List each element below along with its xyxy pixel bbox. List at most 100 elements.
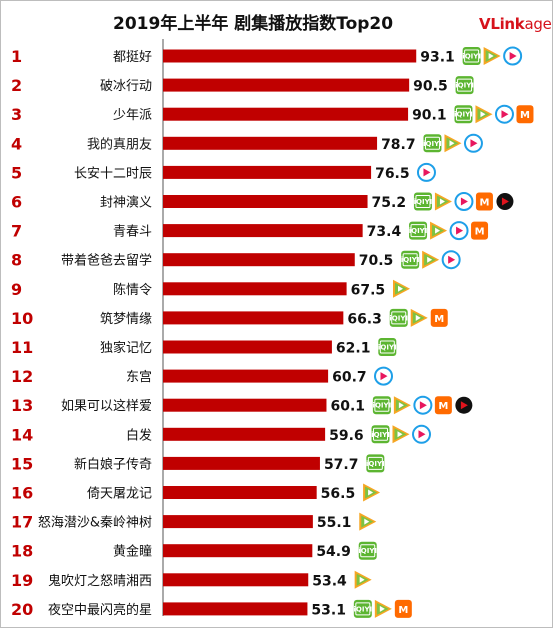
svg-text:iQIYI: iQIYI bbox=[409, 227, 428, 235]
rank-number: 19 bbox=[11, 571, 33, 590]
mango-tv-icon: M bbox=[394, 599, 412, 618]
svg-text:iQIYI: iQIYI bbox=[401, 256, 420, 264]
value-label: 90.5 bbox=[413, 79, 448, 95]
tencent-video-play-icon bbox=[430, 221, 448, 240]
iqiyi-logo-icon: iQIYI bbox=[366, 454, 385, 473]
iqiyi-logo-icon: iQIYI bbox=[414, 192, 432, 211]
svg-text:iQIYI: iQIYI bbox=[389, 314, 408, 322]
iqiyi-logo-icon: iQIYI bbox=[455, 76, 474, 95]
rank-number: 3 bbox=[11, 105, 22, 124]
rank-number: 1 bbox=[11, 47, 22, 66]
rank-number: 11 bbox=[11, 338, 33, 357]
youku-play-icon bbox=[449, 221, 469, 241]
iqiyi-logo-icon: iQIYI bbox=[462, 47, 481, 65]
tencent-video-play-icon bbox=[475, 105, 493, 124]
youku-play-icon bbox=[454, 192, 474, 211]
value-label: 60.7 bbox=[332, 370, 367, 386]
svg-text:M: M bbox=[520, 110, 530, 121]
iqiyi-logo-icon: iQIYI bbox=[401, 250, 420, 269]
value-label: 78.7 bbox=[381, 137, 416, 153]
bar bbox=[163, 515, 313, 529]
youku-play-icon bbox=[494, 104, 514, 124]
rank-number: 7 bbox=[11, 222, 22, 241]
mango-tv-icon: M bbox=[471, 221, 489, 240]
bar bbox=[163, 340, 332, 354]
value-label: 62.1 bbox=[336, 341, 371, 357]
drama-name: 都挺好 bbox=[113, 50, 152, 65]
value-label: 53.4 bbox=[312, 573, 347, 589]
bar bbox=[163, 573, 309, 587]
drama-name: 我的真朋友 bbox=[87, 136, 152, 152]
bar bbox=[163, 165, 372, 179]
youku-play-icon bbox=[374, 366, 394, 386]
youku-play-icon bbox=[441, 250, 461, 270]
value-label: 56.5 bbox=[321, 486, 356, 502]
value-label: 90.1 bbox=[412, 108, 447, 124]
drama-name: 独家记忆 bbox=[100, 340, 152, 356]
rank-number: 16 bbox=[11, 484, 33, 503]
bar bbox=[163, 282, 347, 296]
iqiyi-logo-icon: iQIYI bbox=[409, 221, 428, 240]
bar bbox=[163, 136, 378, 150]
bar bbox=[163, 369, 329, 383]
value-label: 66.3 bbox=[347, 311, 382, 327]
bar bbox=[163, 49, 417, 63]
svg-text:iQIYI: iQIYI bbox=[423, 140, 442, 148]
tencent-video-play-icon bbox=[422, 250, 440, 269]
drama-name: 倚天屠龙记 bbox=[87, 487, 152, 502]
tencent-video-play-icon bbox=[444, 134, 462, 153]
drama-name: 东宫 bbox=[126, 370, 152, 385]
svg-text:M: M bbox=[438, 401, 448, 412]
svg-text:iQIYI: iQIYI bbox=[378, 344, 397, 352]
tencent-video-play-icon bbox=[392, 425, 410, 444]
mango-tv-icon: M bbox=[516, 105, 534, 124]
bar bbox=[163, 602, 308, 616]
bar bbox=[163, 107, 409, 121]
value-label: 60.1 bbox=[330, 399, 365, 415]
rank-number: 5 bbox=[11, 163, 22, 182]
bar bbox=[163, 456, 320, 470]
pptv-play-icon bbox=[455, 396, 473, 414]
rank-number: 6 bbox=[11, 193, 22, 212]
iqiyi-logo-icon: iQIYI bbox=[423, 134, 442, 153]
tencent-video-play-icon bbox=[410, 308, 428, 327]
rank-number: 4 bbox=[11, 134, 22, 153]
chart-title: 2019年上半年 剧集播放指数Top20 bbox=[113, 14, 394, 34]
value-label: 53.1 bbox=[311, 602, 346, 618]
iqiyi-logo-icon: iQIYI bbox=[358, 541, 377, 560]
tencent-video-play-icon bbox=[374, 599, 392, 618]
value-label: 76.5 bbox=[375, 166, 410, 182]
svg-text:iQIYI: iQIYI bbox=[455, 82, 474, 90]
value-label: 73.4 bbox=[367, 224, 402, 240]
iqiyi-logo-icon: iQIYI bbox=[373, 396, 391, 415]
mango-tv-icon: M bbox=[430, 308, 448, 327]
value-label: 93.1 bbox=[420, 50, 455, 66]
drama-name: 鬼吹灯之怒晴湘西 bbox=[48, 573, 152, 589]
tencent-video-play-icon bbox=[434, 192, 452, 211]
rank-number: 17 bbox=[11, 513, 33, 532]
vlinkage-logo: VLinkage bbox=[479, 15, 552, 33]
value-label: 54.9 bbox=[316, 544, 351, 560]
bar bbox=[163, 311, 344, 325]
value-label: 59.6 bbox=[329, 428, 364, 444]
tencent-video-play-icon bbox=[393, 279, 410, 298]
drama-name: 夜空中最闪亮的星 bbox=[48, 602, 152, 618]
bar bbox=[163, 253, 355, 267]
bar bbox=[163, 486, 317, 499]
rank-number: 18 bbox=[11, 542, 33, 561]
drama-name: 怒海潜沙&秦岭神树 bbox=[38, 516, 152, 531]
rank-number: 10 bbox=[11, 309, 33, 328]
svg-text:iQIYI: iQIYI bbox=[354, 605, 373, 613]
bar bbox=[163, 398, 327, 412]
rank-number: 13 bbox=[11, 396, 33, 415]
value-label: 67.5 bbox=[351, 282, 386, 298]
rank-number: 9 bbox=[11, 280, 22, 299]
tencent-video-play-icon bbox=[359, 512, 377, 531]
svg-text:M: M bbox=[398, 605, 408, 616]
youku-play-icon bbox=[413, 395, 433, 415]
drama-name: 封神演义 bbox=[100, 195, 152, 211]
bar bbox=[163, 427, 326, 441]
iqiyi-logo-icon: iQIYI bbox=[389, 308, 408, 327]
